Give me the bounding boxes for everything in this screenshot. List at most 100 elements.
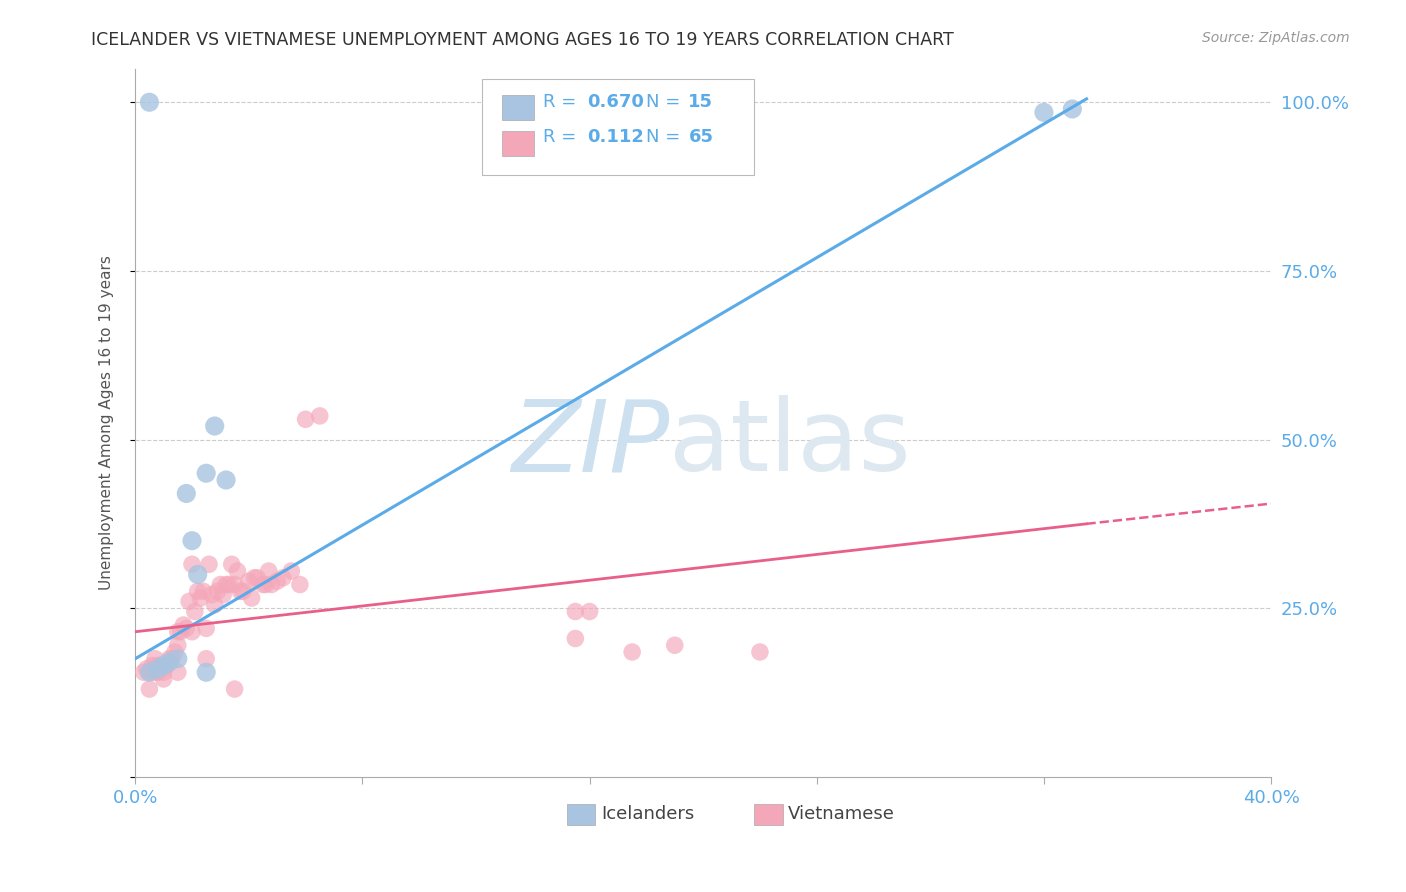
- Point: [138, 665, 160, 680]
- Point: [157, 651, 180, 665]
- Point: [218, 577, 240, 591]
- Point: [176, 486, 198, 500]
- Point: [146, 665, 169, 680]
- FancyBboxPatch shape: [502, 131, 534, 155]
- Point: [187, 567, 209, 582]
- Point: [564, 605, 586, 619]
- Point: [224, 682, 246, 697]
- Point: [198, 558, 221, 572]
- Point: [163, 645, 186, 659]
- Point: [1032, 105, 1054, 120]
- Point: [195, 651, 218, 665]
- Point: [155, 658, 177, 673]
- Point: [146, 662, 169, 676]
- Text: Vietnamese: Vietnamese: [789, 805, 896, 823]
- Point: [143, 665, 166, 680]
- Text: Source: ZipAtlas.com: Source: ZipAtlas.com: [1202, 31, 1350, 45]
- Text: 0.112: 0.112: [588, 128, 644, 146]
- Point: [201, 588, 224, 602]
- Text: 65: 65: [689, 128, 713, 146]
- Point: [204, 598, 226, 612]
- Point: [240, 591, 263, 605]
- Point: [166, 624, 188, 639]
- Point: [166, 651, 188, 665]
- Point: [146, 658, 169, 673]
- Text: ICELANDER VS VIETNAMESE UNEMPLOYMENT AMONG AGES 16 TO 19 YEARS CORRELATION CHART: ICELANDER VS VIETNAMESE UNEMPLOYMENT AMO…: [91, 31, 955, 49]
- Point: [195, 665, 218, 680]
- Point: [149, 658, 172, 673]
- Point: [166, 665, 188, 680]
- FancyBboxPatch shape: [482, 79, 754, 175]
- Point: [157, 655, 180, 669]
- Point: [179, 594, 201, 608]
- Point: [578, 605, 600, 619]
- Point: [621, 645, 644, 659]
- Point: [294, 412, 316, 426]
- Point: [176, 621, 198, 635]
- Point: [195, 621, 218, 635]
- Point: [166, 638, 188, 652]
- Text: 0.670: 0.670: [588, 93, 644, 111]
- Point: [152, 658, 174, 673]
- Point: [181, 624, 204, 639]
- Point: [260, 577, 283, 591]
- Point: [181, 558, 204, 572]
- Point: [204, 419, 226, 434]
- Point: [190, 591, 212, 605]
- Point: [257, 564, 280, 578]
- FancyBboxPatch shape: [754, 804, 783, 825]
- Point: [138, 95, 160, 110]
- Point: [243, 571, 266, 585]
- Point: [308, 409, 330, 423]
- Point: [172, 618, 194, 632]
- Point: [160, 651, 183, 665]
- Point: [254, 577, 277, 591]
- FancyBboxPatch shape: [502, 95, 534, 120]
- Text: ZIP: ZIP: [510, 395, 669, 492]
- Point: [226, 564, 249, 578]
- Text: Icelanders: Icelanders: [600, 805, 695, 823]
- Text: 15: 15: [689, 93, 713, 111]
- Point: [184, 605, 207, 619]
- Point: [1062, 102, 1084, 116]
- Point: [187, 584, 209, 599]
- Y-axis label: Unemployment Among Ages 16 to 19 years: Unemployment Among Ages 16 to 19 years: [100, 255, 114, 591]
- Point: [215, 473, 238, 487]
- Point: [229, 584, 252, 599]
- Point: [141, 658, 163, 673]
- Text: R =: R =: [543, 128, 588, 146]
- Point: [664, 638, 686, 652]
- Point: [748, 645, 770, 659]
- Text: R =: R =: [543, 93, 582, 111]
- Point: [246, 571, 269, 585]
- Point: [221, 558, 243, 572]
- Point: [209, 577, 232, 591]
- Point: [271, 571, 294, 585]
- Text: N =: N =: [647, 128, 686, 146]
- Point: [215, 577, 238, 591]
- Point: [238, 574, 260, 589]
- Point: [252, 577, 274, 591]
- Point: [138, 665, 160, 680]
- Text: atlas: atlas: [669, 395, 911, 492]
- Point: [288, 577, 311, 591]
- Point: [152, 672, 174, 686]
- Point: [266, 574, 288, 589]
- Point: [143, 651, 166, 665]
- Point: [280, 564, 302, 578]
- Point: [138, 682, 160, 697]
- Text: N =: N =: [647, 93, 686, 111]
- Point: [152, 665, 174, 680]
- Point: [135, 662, 157, 676]
- Point: [224, 577, 246, 591]
- Point: [195, 467, 218, 481]
- Point: [212, 588, 235, 602]
- Point: [207, 584, 229, 599]
- Point: [169, 624, 191, 639]
- Point: [232, 584, 254, 599]
- Point: [564, 632, 586, 646]
- Point: [193, 584, 215, 599]
- Point: [181, 533, 204, 548]
- FancyBboxPatch shape: [567, 804, 595, 825]
- Point: [132, 665, 155, 680]
